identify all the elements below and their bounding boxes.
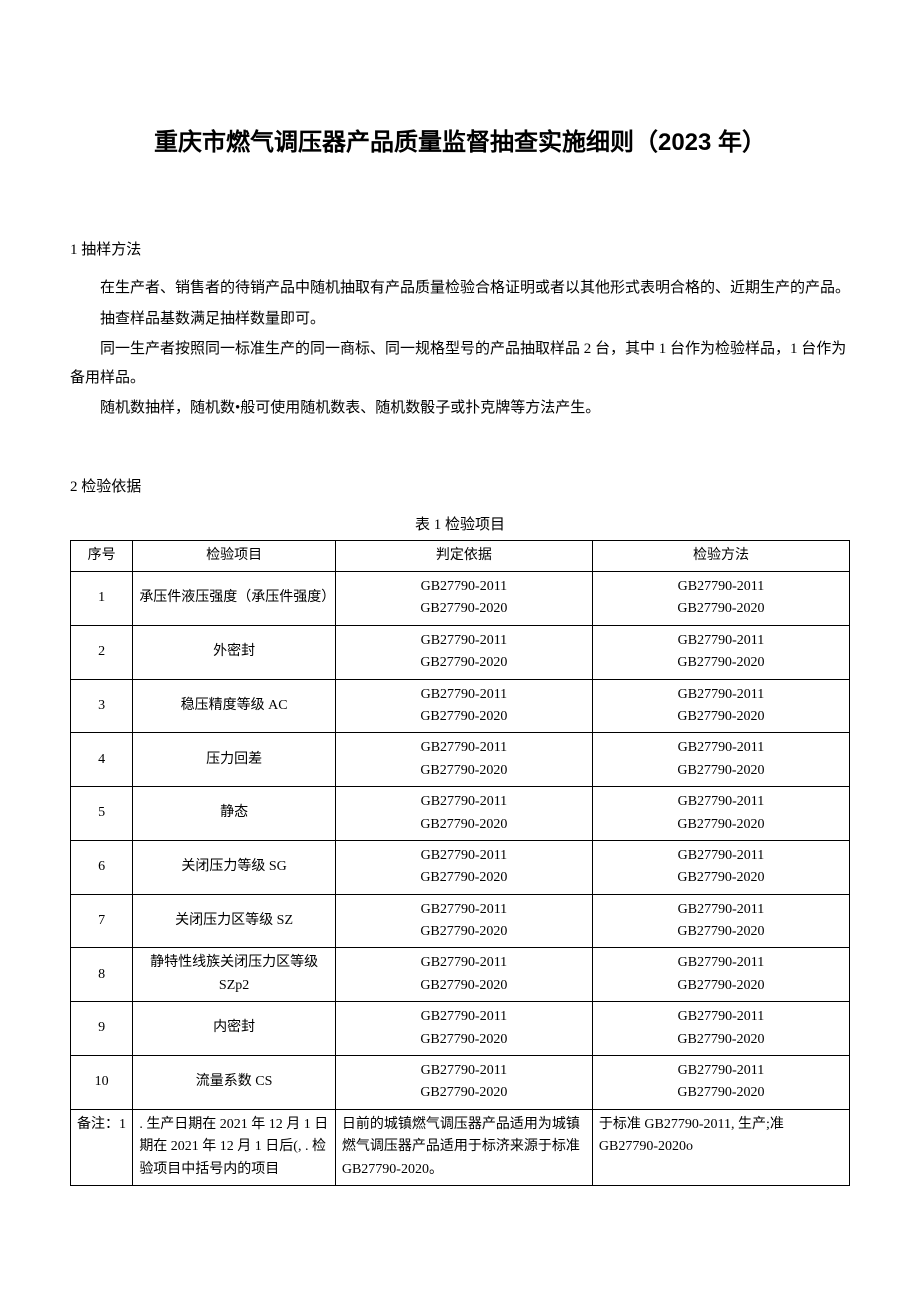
table-row: 9内密封GB27790-2011GB27790-2020GB27790-2011… <box>71 1002 850 1056</box>
cell-method: GB27790-2011GB27790-2020 <box>592 840 849 894</box>
cell-basis: GB27790-2011GB27790-2020 <box>335 948 592 1002</box>
cell-seq: 3 <box>71 679 133 733</box>
cell-item: 关闭压力区等级 SZ <box>133 894 336 948</box>
cell-seq: 8 <box>71 948 133 1002</box>
cell-basis: GB27790-2011GB27790-2020 <box>335 1002 592 1056</box>
cell-item: 内密封 <box>133 1002 336 1056</box>
cell-seq: 1 <box>71 571 133 625</box>
cell-seq: 9 <box>71 1002 133 1056</box>
table-row: 5静态GB27790-2011GB27790-2020GB27790-2011G… <box>71 787 850 841</box>
table-row: 8静特性线族关闭压力区等级 SZp2GB27790-2011GB27790-20… <box>71 948 850 1002</box>
cell-item: 外密封 <box>133 625 336 679</box>
cell-item: 稳压精度等级 AC <box>133 679 336 733</box>
inspection-table: 序号 检验项目 判定依据 检验方法 1承压件液压强度（承压件强度）GB27790… <box>70 540 850 1186</box>
cell-item: 静态 <box>133 787 336 841</box>
section-1-heading: 1 抽样方法 <box>70 236 850 265</box>
note-cell: . 生产日期在 2021 年 12 月 1 日期在 2021 年 12 月 1 … <box>133 1109 336 1185</box>
header-seq: 序号 <box>71 540 133 571</box>
section-2-heading: 2 检验依据 <box>70 473 850 502</box>
table-body: 1承压件液压强度（承压件强度）GB27790-2011GB27790-2020G… <box>71 571 850 1185</box>
header-method: 检验方法 <box>592 540 849 571</box>
cell-basis: GB27790-2011GB27790-2020 <box>335 625 592 679</box>
note-cell: 日前的城镇燃气调压器产品适用为城镇燃气调压器产品适用于标济来源于标准 GB277… <box>335 1109 592 1185</box>
table-row: 6关闭压力等级 SGGB27790-2011GB27790-2020GB2779… <box>71 840 850 894</box>
paragraph-1: 在生产者、销售者的待销产品中随机抽取有产品质量检验合格证明或者以其他形式表明合格… <box>70 274 850 303</box>
cell-basis: GB27790-2011GB27790-2020 <box>335 1056 592 1110</box>
header-item: 检验项目 <box>133 540 336 571</box>
paragraph-4: 随机数抽样，随机数•般可使用随机数表、随机数骰子或扑克牌等方法产生。 <box>70 394 850 423</box>
cell-basis: GB27790-2011GB27790-2020 <box>335 679 592 733</box>
header-basis: 判定依据 <box>335 540 592 571</box>
cell-method: GB27790-2011GB27790-2020 <box>592 948 849 1002</box>
table-row: 3稳压精度等级 ACGB27790-2011GB27790-2020GB2779… <box>71 679 850 733</box>
cell-method: GB27790-2011GB27790-2020 <box>592 625 849 679</box>
cell-basis: GB27790-2011GB27790-2020 <box>335 840 592 894</box>
note-cell: 备注：1 <box>71 1109 133 1185</box>
cell-item: 关闭压力等级 SG <box>133 840 336 894</box>
cell-seq: 2 <box>71 625 133 679</box>
cell-basis: GB27790-2011GB27790-2020 <box>335 571 592 625</box>
table-note-row: 备注：1. 生产日期在 2021 年 12 月 1 日期在 2021 年 12 … <box>71 1109 850 1185</box>
cell-seq: 5 <box>71 787 133 841</box>
cell-method: GB27790-2011GB27790-2020 <box>592 571 849 625</box>
cell-item: 静特性线族关闭压力区等级 SZp2 <box>133 948 336 1002</box>
cell-basis: GB27790-2011GB27790-2020 <box>335 894 592 948</box>
note-cell: 于标准 GB27790-2011, 生产;准 GB27790-2020o <box>592 1109 849 1185</box>
cell-method: GB27790-2011GB27790-2020 <box>592 787 849 841</box>
cell-seq: 4 <box>71 733 133 787</box>
document-page: 重庆市燃气调压器产品质量监督抽查实施细则（2023 年） 1 抽样方法 在生产者… <box>0 0 920 1246</box>
table-row: 7关闭压力区等级 SZGB27790-2011GB27790-2020GB277… <box>71 894 850 948</box>
cell-item: 承压件液压强度（承压件强度） <box>133 571 336 625</box>
cell-method: GB27790-2011GB27790-2020 <box>592 733 849 787</box>
cell-seq: 7 <box>71 894 133 948</box>
cell-method: GB27790-2011GB27790-2020 <box>592 894 849 948</box>
cell-basis: GB27790-2011GB27790-2020 <box>335 733 592 787</box>
cell-basis: GB27790-2011GB27790-2020 <box>335 787 592 841</box>
table-caption: 表 1 检验项目 <box>70 511 850 540</box>
table-row: 10流量系数 CSGB27790-2011GB27790-2020GB27790… <box>71 1056 850 1110</box>
paragraph-3: 同一生产者按照同一标准生产的同一商标、同一规格型号的产品抽取样品 2 台，其中 … <box>70 335 850 392</box>
table-row: 2外密封GB27790-2011GB27790-2020GB27790-2011… <box>71 625 850 679</box>
cell-item: 流量系数 CS <box>133 1056 336 1110</box>
document-title: 重庆市燃气调压器产品质量监督抽查实施细则（2023 年） <box>70 120 850 166</box>
table-header-row: 序号 检验项目 判定依据 检验方法 <box>71 540 850 571</box>
paragraph-2: 抽查样品基数满足抽样数量即可。 <box>70 305 850 334</box>
cell-seq: 6 <box>71 840 133 894</box>
table-row: 4压力回差GB27790-2011GB27790-2020GB27790-201… <box>71 733 850 787</box>
table-row: 1承压件液压强度（承压件强度）GB27790-2011GB27790-2020G… <box>71 571 850 625</box>
cell-method: GB27790-2011GB27790-2020 <box>592 679 849 733</box>
cell-seq: 10 <box>71 1056 133 1110</box>
cell-method: GB27790-2011GB27790-2020 <box>592 1002 849 1056</box>
cell-item: 压力回差 <box>133 733 336 787</box>
cell-method: GB27790-2011GB27790-2020 <box>592 1056 849 1110</box>
